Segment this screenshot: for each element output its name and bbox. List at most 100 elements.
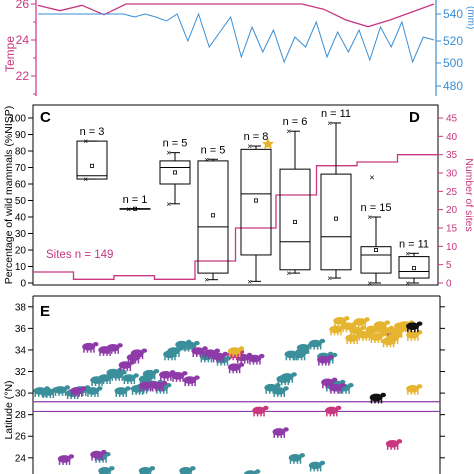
animal-head	[327, 354, 334, 360]
animal-leg	[159, 387, 161, 392]
animal-leg	[184, 347, 186, 352]
animal-leg	[374, 399, 376, 404]
box-n-label: n = 8	[244, 131, 269, 143]
animal-leg	[115, 392, 117, 397]
panel-c-y-axis: 0 10 20 30 40 50 60 70 80 90 100	[9, 114, 33, 290]
top-series-right	[38, 12, 435, 64]
animal-leg	[291, 378, 294, 383]
animal-leg	[139, 387, 142, 392]
animal-head	[319, 460, 326, 466]
animal-head	[80, 386, 87, 391]
animal-leg	[354, 323, 356, 328]
animal-head	[161, 380, 168, 386]
animal-icon	[82, 342, 99, 353]
animal-leg	[417, 336, 419, 341]
animal-leg	[395, 328, 397, 333]
animal-leg	[99, 472, 101, 474]
animal-leg	[87, 392, 89, 397]
animal-head	[105, 452, 111, 457]
animal-leg	[106, 380, 108, 384]
animal-leg	[377, 399, 380, 404]
animal-leg	[76, 395, 79, 400]
animal-icon	[90, 449, 107, 461]
animal-leg	[219, 358, 222, 363]
box-max-marker: ×	[327, 119, 332, 128]
animal-leg	[313, 467, 315, 472]
animal-leg	[288, 378, 291, 383]
animal-icon	[183, 375, 200, 387]
animal-body	[142, 369, 156, 378]
animal-leg	[277, 381, 279, 386]
animal-icon	[106, 343, 123, 354]
animal-leg	[170, 376, 172, 381]
panel-c-y-tick-label: 60	[15, 180, 27, 191]
panel-cd-frame	[32, 104, 439, 286]
animal-leg	[247, 359, 249, 364]
animal-head	[68, 454, 75, 459]
animal-leg	[333, 331, 336, 336]
animal-icon	[138, 466, 156, 474]
animal-leg	[192, 353, 194, 357]
animal-leg	[93, 348, 95, 353]
animal-leg	[149, 387, 152, 392]
animal-leg	[97, 392, 99, 397]
animal-leg	[407, 336, 409, 341]
animal-head	[339, 383, 346, 388]
box-max-marker: ×	[83, 137, 88, 146]
animal-leg	[114, 349, 116, 354]
animal-leg	[150, 375, 153, 380]
animal-icon	[308, 460, 326, 472]
panel-c-label: C	[40, 109, 51, 126]
animal-leg	[131, 390, 134, 395]
animal-leg	[119, 392, 121, 397]
animal-head	[396, 439, 403, 444]
animal-leg	[330, 389, 332, 394]
animal-leg	[143, 472, 145, 474]
animal-icon	[272, 386, 289, 397]
animal-icon	[406, 321, 423, 333]
animal-leg	[337, 331, 339, 336]
animal-leg	[228, 369, 231, 374]
animal-body	[308, 339, 322, 348]
animal-leg	[187, 382, 190, 387]
panel-e-y-axis: 24 26 28 30 32 34 36 38	[15, 302, 445, 464]
animal-leg	[280, 392, 282, 397]
animal-leg	[297, 356, 299, 361]
animal-leg	[256, 360, 258, 365]
box-min-marker: ×	[405, 279, 410, 288]
animal-leg	[135, 355, 137, 360]
box-min-marker: ×	[83, 175, 88, 184]
animal-leg	[109, 380, 111, 384]
animal-leg	[200, 358, 203, 363]
animal-leg	[338, 389, 340, 394]
animal-head	[194, 375, 200, 380]
animal-body	[308, 461, 322, 470]
animal-leg	[118, 376, 120, 381]
animal-leg	[78, 392, 80, 397]
animal-leg	[101, 382, 103, 387]
animal-leg	[172, 377, 174, 382]
animal-leg	[380, 399, 383, 404]
animal-head	[275, 383, 281, 388]
animal-leg	[146, 472, 149, 474]
animal-head	[153, 369, 160, 374]
box-mean	[333, 216, 338, 221]
animal-body	[333, 317, 347, 325]
animal-leg	[328, 361, 330, 366]
animal-body	[385, 440, 399, 448]
animal-leg	[326, 387, 328, 392]
animal-leg	[405, 328, 407, 333]
animal-icon	[308, 338, 326, 350]
animal-leg	[91, 382, 93, 387]
animal-leg	[296, 459, 299, 464]
animal-leg	[299, 459, 302, 464]
animal-head	[348, 383, 354, 388]
animal-head	[109, 466, 115, 471]
animal-leg	[90, 392, 93, 397]
animal-leg	[370, 399, 373, 404]
box-min-marker: ×	[286, 269, 291, 278]
animal-leg	[349, 340, 352, 345]
animal-leg	[91, 456, 93, 461]
animal-head	[149, 466, 156, 471]
animal-head	[254, 469, 261, 474]
